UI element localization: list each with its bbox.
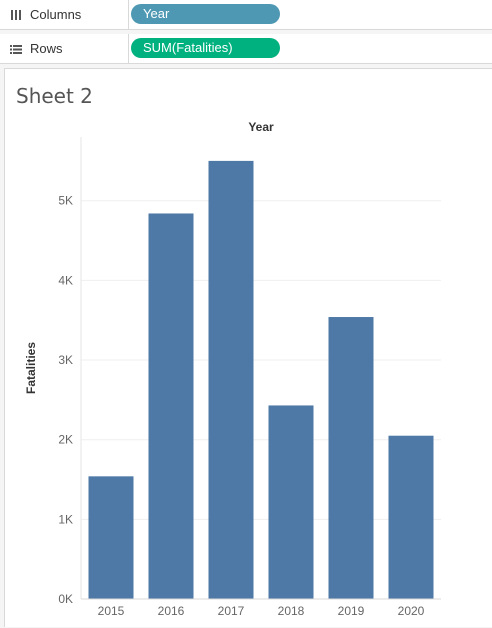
y-tick-label: 1K	[58, 512, 73, 526]
y-tick-label: 5K	[58, 194, 73, 208]
rows-icon	[10, 45, 22, 54]
x-tick-label: 2017	[218, 604, 245, 618]
x-tick-label: 2018	[278, 604, 305, 618]
sheet-title: Sheet 2	[16, 84, 93, 108]
rows-shelf-label: Rows	[0, 34, 129, 63]
rows-label: Rows	[30, 41, 63, 56]
bar-chart: Year Fatalities 0K 1K 2K 3K 4K 5K 2015 2016 2017 20…	[24, 120, 441, 618]
y-tick-label: 4K	[58, 273, 73, 287]
x-tick-label: 2020	[398, 604, 425, 618]
bar-2015[interactable]	[88, 476, 134, 599]
columns-icon	[11, 10, 21, 20]
x-tick-label: 2015	[98, 604, 125, 618]
sum-fatalities-pill[interactable]: SUM(Fatalities)	[131, 38, 280, 58]
rows-shelf: Rows SUM(Fatalities)	[0, 34, 492, 64]
bar-2020[interactable]	[388, 435, 434, 599]
top-axis-title: Year	[248, 120, 274, 134]
worksheet: Sheet 2 Year Fatalities 0K 1K 2K 3K 4K 5K 2015 20…	[4, 68, 492, 627]
x-tick-label: 2019	[338, 604, 365, 618]
y-tick-label: 0K	[58, 592, 73, 606]
bar-2019[interactable]	[328, 317, 374, 599]
y-tick-label: 3K	[58, 353, 73, 367]
bar-2016[interactable]	[148, 213, 194, 599]
y-axis-title: Fatalities	[24, 342, 38, 394]
bar-2018[interactable]	[268, 405, 314, 599]
bar-2017[interactable]	[208, 160, 254, 599]
y-tick-label: 2K	[58, 433, 73, 447]
year-pill[interactable]: Year	[131, 4, 280, 24]
columns-label: Columns	[30, 7, 82, 22]
x-tick-label: 2016	[158, 604, 185, 618]
columns-shelf: Columns Year	[0, 0, 492, 30]
columns-shelf-label: Columns	[0, 0, 129, 29]
